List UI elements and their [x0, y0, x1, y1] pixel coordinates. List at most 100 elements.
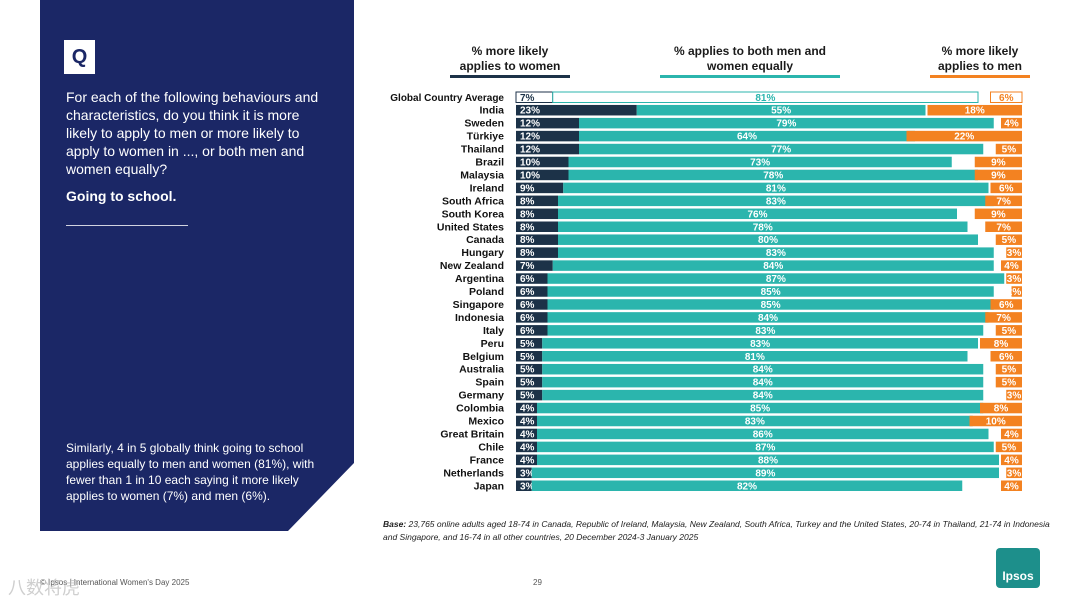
bar-women-italy	[516, 325, 548, 336]
label-both-australia: 84%	[753, 365, 773, 376]
bar-both-chile	[537, 441, 994, 453]
bar-women-mexico	[516, 415, 537, 427]
label-men-chile: 5%	[1002, 442, 1017, 453]
topic-title: Going to school.	[66, 188, 177, 204]
label-men-poland: 2%	[1007, 287, 1022, 298]
label-both-brazil: 73%	[750, 158, 770, 169]
label-women-germany: 5%	[520, 391, 535, 402]
bar-men-t-rkiye	[906, 130, 1022, 142]
category-label-thailand: Thailand	[461, 144, 504, 156]
bar-both-indonesia	[547, 312, 989, 323]
label-women-brazil: 10%	[520, 158, 540, 169]
label-women-canada: 8%	[520, 235, 535, 246]
label-both-canada: 80%	[758, 235, 778, 246]
category-label-germany: Germany	[458, 390, 504, 402]
label-both-thailand: 77%	[771, 145, 791, 156]
label-women-poland: 6%	[520, 287, 535, 298]
bar-both-italy	[547, 325, 984, 336]
bar-women-thailand	[516, 143, 579, 155]
label-men-brazil: 9%	[991, 158, 1006, 169]
bar-both-singapore	[547, 299, 994, 310]
header-women-label: % more likely applies to women	[450, 44, 570, 78]
bar-both-germany	[542, 389, 984, 401]
category-label-brazil: Brazil	[475, 157, 504, 169]
category-label-new-zealand: New Zealand	[440, 260, 504, 272]
category-label-south-africa: South Africa	[442, 195, 504, 207]
header-both: % applies to both men and women equally	[660, 44, 840, 78]
label-women-italy: 6%	[520, 326, 535, 337]
label-women-malaysia: 10%	[520, 170, 540, 181]
bar-both-netherlands	[531, 467, 999, 479]
label-women-great-britain: 4%	[520, 429, 535, 440]
label-men-indonesia: 7%	[996, 313, 1011, 324]
bar-men-south-africa	[985, 195, 1022, 207]
bar-men-colombia	[980, 402, 1022, 414]
label-men-mexico: 10%	[986, 417, 1006, 428]
bar-men-germany	[1006, 389, 1022, 401]
label-men-belgium: 6%	[999, 352, 1014, 363]
category-label-united-states: United States	[437, 221, 504, 233]
label-men-france: 4%	[1004, 455, 1019, 466]
question-panel: Q For each of the following behaviours a…	[40, 0, 354, 531]
label-women-united-states: 8%	[520, 222, 535, 233]
bar-men-canada	[995, 234, 1022, 245]
category-label-poland: Poland	[469, 286, 504, 298]
label-both-netherlands: 89%	[755, 468, 775, 479]
bar-men-thailand	[995, 143, 1022, 155]
bar-both-ireland	[563, 182, 989, 194]
label-men-thailand: 5%	[1002, 145, 1017, 156]
bar-men-poland	[1011, 286, 1022, 297]
bar-men-japan	[1001, 480, 1022, 491]
category-label-india: India	[479, 105, 504, 117]
bar-both-new-zealand	[552, 260, 994, 271]
bar-men-united-states	[985, 221, 1022, 232]
label-men-peru: 8%	[994, 339, 1009, 350]
label-women-france: 4%	[520, 455, 535, 466]
category-label-belgium: Belgium	[463, 351, 504, 363]
label-both-malaysia: 78%	[763, 170, 783, 181]
bar-both-great-britain	[537, 428, 989, 440]
bar-men-mexico	[969, 415, 1022, 427]
label-women-south-korea: 8%	[520, 209, 535, 220]
category-label-netherlands: Netherlands	[443, 467, 504, 479]
label-both-hungary: 83%	[766, 248, 786, 259]
bar-both-canada	[558, 234, 978, 245]
page-number: 29	[533, 578, 542, 587]
label-men-india: 18%	[965, 106, 985, 117]
label-both-colombia: 85%	[750, 404, 770, 415]
label-both-global-country-average: 81%	[755, 93, 775, 104]
category-label-canada: Canada	[466, 234, 504, 246]
bar-women-australia	[516, 363, 543, 375]
label-men-hungary: 3%	[1007, 248, 1022, 259]
bar-women-spain	[516, 376, 543, 388]
bar-men-ireland	[990, 182, 1022, 194]
bar-men-hungary	[1006, 247, 1022, 258]
bar-men-chile	[995, 441, 1022, 453]
category-label-singapore: Singapore	[453, 299, 505, 311]
label-both-chile: 87%	[755, 442, 775, 453]
label-both-spain: 84%	[753, 378, 773, 389]
bar-both-japan	[531, 480, 963, 491]
bar-women-malaysia	[516, 169, 569, 181]
label-women-chile: 4%	[520, 442, 535, 453]
question-text: For each of the following behaviours and…	[66, 89, 319, 177]
label-both-south-africa: 83%	[766, 196, 786, 207]
category-label-mexico: Mexico	[468, 416, 504, 428]
base-note: Base: 23,765 online adults aged 18-74 in…	[383, 518, 1053, 544]
label-both-japan: 82%	[737, 481, 757, 492]
bar-men-great-britain	[1001, 428, 1022, 440]
bar-both-spain	[542, 376, 984, 388]
bar-men-india	[927, 104, 1022, 116]
bar-women-japan	[516, 480, 532, 491]
bar-women-great-britain	[516, 428, 537, 440]
category-label-ireland: Ireland	[470, 182, 504, 194]
bar-women-canada	[516, 234, 558, 245]
bar-women-belgium	[516, 351, 543, 362]
label-both-mexico: 83%	[745, 417, 765, 428]
category-label-argentina: Argentina	[455, 273, 504, 285]
category-label-france: France	[470, 454, 505, 466]
bar-women-netherlands	[516, 467, 532, 479]
label-women-belgium: 5%	[520, 352, 535, 363]
bar-both-brazil	[568, 156, 952, 168]
